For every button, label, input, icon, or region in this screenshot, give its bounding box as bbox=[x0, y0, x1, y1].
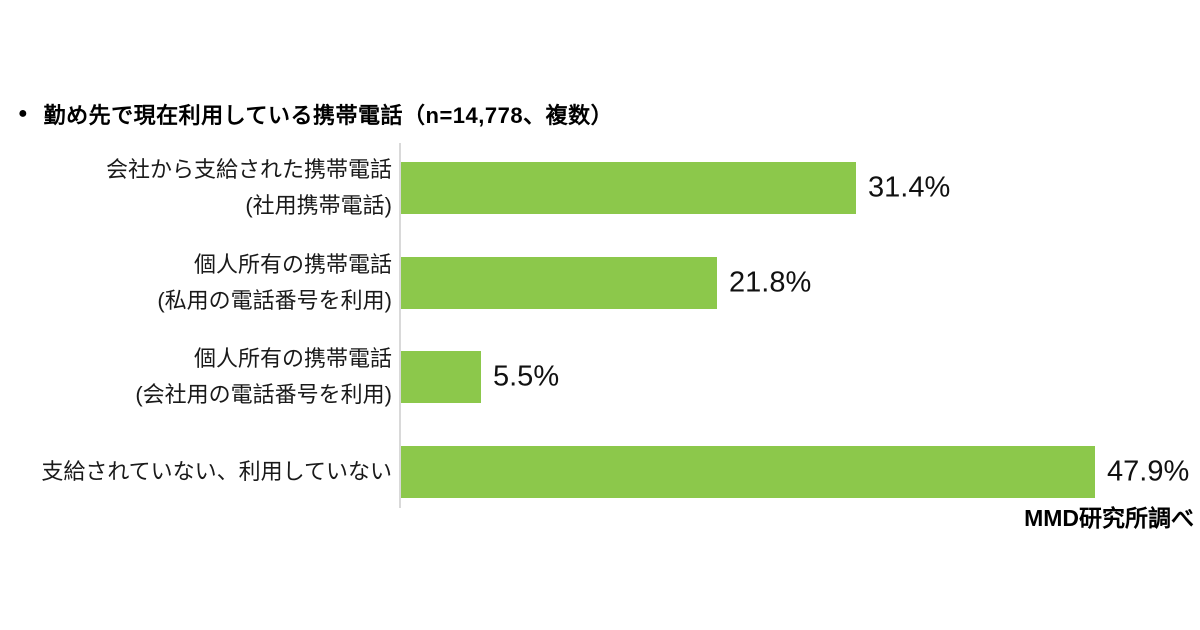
value-label: 31.4% bbox=[868, 171, 951, 204]
bar-row: 個人所有の携帯電話 (会社用の電話番号を利用) 5.5% bbox=[0, 346, 1200, 407]
bar-row: 会社から支給された携帯電話 (社用携帯電話) 31.4% bbox=[0, 157, 1200, 218]
bullet-icon: ● bbox=[18, 105, 28, 122]
category-label: 個人所有の携帯電話 (会社用の電話番号を利用) bbox=[135, 346, 392, 407]
bar bbox=[401, 351, 481, 403]
bar bbox=[401, 446, 1095, 498]
bar bbox=[401, 257, 717, 309]
category-label: 支給されていない、利用していない bbox=[41, 459, 392, 484]
category-label: 会社から支給された携帯電話 (社用携帯電話) bbox=[105, 157, 392, 218]
category-label: 個人所有の携帯電話 (私用の電話番号を利用) bbox=[157, 252, 392, 313]
value-label: 5.5% bbox=[493, 360, 560, 393]
bar-row: 支給されていない、利用していない 47.9% bbox=[0, 446, 1200, 498]
bar-row: 個人所有の携帯電話 (私用の電話番号を利用) 21.8% bbox=[0, 252, 1200, 313]
chart-title-text: 勤め先で現在利用している携帯電話（n=14,778、複数） bbox=[43, 103, 614, 128]
value-label: 47.9% bbox=[1107, 455, 1190, 488]
value-label: 21.8% bbox=[729, 266, 812, 299]
chart-title: ● 勤め先で現在利用している携帯電話（n=14,778、複数） bbox=[18, 98, 613, 130]
bar bbox=[401, 162, 856, 214]
source-note: MMD研究所調べ bbox=[1024, 505, 1194, 531]
y-axis-line bbox=[399, 143, 401, 508]
